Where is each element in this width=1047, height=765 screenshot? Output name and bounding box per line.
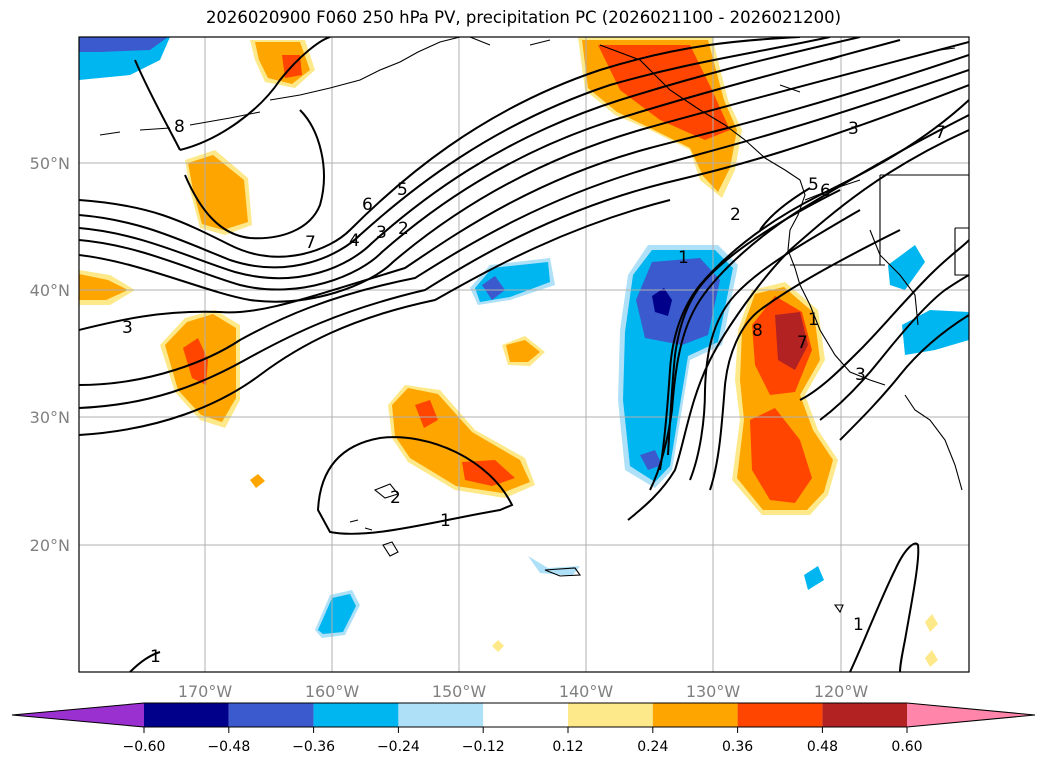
contour-label: 3 [122,318,133,338]
negative-precip-patch [482,276,505,300]
contour-label: 1 [678,248,689,268]
contour-label: 3 [848,119,859,139]
contour-label: 1 [150,647,161,667]
colorbar-tick-label: 0.12 [552,739,583,755]
map-content: 8 7 6 5 4 3 2 3 2 1 2 1 1 8 7 3 6 5 3 7 … [79,37,969,672]
latitude-label: 40°N [30,281,70,300]
longitude-axis: 170°W 160°W 150°W 140°W 130°W 120°W [178,682,869,701]
contour-labels: 8 7 6 5 4 3 2 3 2 1 2 1 1 8 7 3 6 5 3 7 … [122,117,946,667]
colorbar-tick-label: 0.48 [807,739,838,755]
contour-label: 8 [174,117,185,137]
contour-label: 8 [752,321,763,341]
contour-label: 3 [855,365,866,385]
colorbar-segment [144,703,229,727]
colorbar: −0.60 −0.48 −0.36 −0.24 −0.12 0.12 0.24 … [11,702,1036,755]
contour-label: 1 [853,615,864,635]
colorbar-extend-left [12,703,144,727]
negative-precip-patch [318,594,356,634]
longitude-label: 130°W [686,682,741,701]
graticule [79,37,969,672]
colorbar-segment [822,703,908,727]
contour-label: 1 [440,511,451,531]
colorbar-segment [313,703,399,727]
contour-label: 2 [730,205,741,225]
contour-label: 5 [397,180,408,200]
colorbar-tick-label: 0.36 [722,739,753,755]
positive-precip-patch [925,614,938,632]
colorbar-extend-right [907,703,1035,727]
colorbar-ticks [143,727,908,733]
colorbar-segment [652,703,738,727]
contour-label: 4 [349,231,360,251]
positive-precip-patch [506,340,540,362]
contour-label: 2 [398,219,409,239]
colorbar-tick-label: −0.12 [462,739,505,755]
contour-label: 6 [820,181,831,201]
pv-contours [79,37,969,672]
positive-precip-patch [188,155,248,230]
positive-precip-patch [79,274,128,300]
coastlines [99,37,969,614]
negative-precip-patch [636,258,720,345]
map-frame [78,36,970,673]
contour-label: 2 [390,488,401,508]
precipitation-shading [79,37,969,667]
longitude-label: 140°W [559,682,614,701]
contour-label: 7 [305,233,316,253]
latitude-label: 30°N [30,408,70,427]
colorbar-tick-label: −0.24 [377,739,420,755]
positive-precip-patch [775,312,808,370]
colorbar-segment [568,703,653,727]
negative-precip-patch [888,245,925,290]
positive-precip-patch [925,650,938,667]
positive-precip-patch [250,474,265,488]
negative-precip-patch [640,450,662,470]
longitude-label: 160°W [305,682,360,701]
map-title: 2026020900 F060 250 hPa PV, precipitatio… [205,8,842,27]
contour-label: 3 [376,223,387,243]
positive-precip-patch [492,640,504,652]
colorbar-tick-label: −0.36 [292,739,335,755]
colorbar-tick-label: −0.48 [207,739,250,755]
positive-precip-patch [183,338,208,385]
longitude-label: 120°W [814,682,869,701]
latitude-axis: 50°N 40°N 30°N 20°N [30,154,70,555]
colorbar-tick-label: 0.60 [891,739,922,755]
colorbar-tick-label: −0.60 [123,739,166,755]
colorbar-segment [228,703,314,727]
contour-label: 1 [808,310,819,330]
negative-precip-patch [528,556,580,576]
longitude-label: 170°W [178,682,233,701]
negative-precip-patch [652,288,672,316]
negative-precip-patch [804,566,824,590]
longitude-label: 150°W [432,682,487,701]
negative-precip-patch [79,37,168,52]
positive-precip-patch [598,45,730,140]
colorbar-tick-label: 0.24 [637,739,668,755]
latitude-label: 50°N [30,154,70,173]
colorbar-segment [483,703,568,727]
colorbar-segment [737,703,823,727]
positive-precip-patch [750,408,812,503]
contour-label: 5 [808,175,819,195]
contour-label: 7 [935,123,946,143]
contour-label: 6 [362,195,373,215]
positive-precip-patch [415,400,438,428]
contour-label: 7 [797,333,808,353]
latitude-label: 20°N [30,536,70,555]
colorbar-segment [398,703,484,727]
negative-precip-patch [902,310,969,355]
